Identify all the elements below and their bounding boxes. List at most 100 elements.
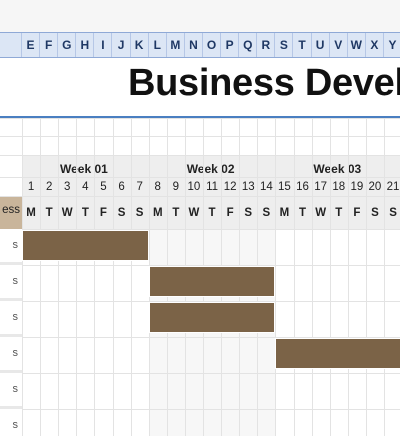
day-number: 10 <box>187 181 201 193</box>
column-letter-h[interactable]: H <box>76 33 95 57</box>
column-letter-x[interactable]: X <box>366 33 384 57</box>
day-number: 18 <box>332 181 346 193</box>
day-number: 13 <box>241 181 255 193</box>
day-letter: F <box>99 207 107 219</box>
grid-line <box>22 118 23 436</box>
week-band <box>22 155 149 229</box>
day-letter: M <box>152 207 163 219</box>
task-row-label-text: s <box>12 239 19 251</box>
sheet-title: Business Develo <box>128 62 400 104</box>
column-letter-w[interactable]: W <box>348 33 366 57</box>
title-underline <box>0 116 400 118</box>
day-letter: T <box>335 207 343 219</box>
day-number: 14 <box>259 181 273 193</box>
grid-line <box>0 409 400 410</box>
day-letter: T <box>172 207 180 219</box>
day-number: 12 <box>223 181 237 193</box>
grid-line <box>329 118 331 436</box>
day-letter: W <box>61 207 73 219</box>
grid-line <box>112 118 114 436</box>
task-row-label[interactable]: s <box>0 229 22 265</box>
task-row-label[interactable]: s <box>0 373 22 409</box>
day-number: 2 <box>45 181 53 193</box>
column-letter-s[interactable]: S <box>275 33 294 57</box>
task-row-label[interactable]: s <box>0 265 22 301</box>
column-letter-e[interactable]: E <box>22 33 41 57</box>
column-letter-k[interactable]: K <box>131 33 149 57</box>
column-letter-v[interactable]: V <box>330 33 348 57</box>
day-number: 7 <box>136 181 143 193</box>
day-number: 16 <box>296 181 309 193</box>
day-letter: F <box>226 207 234 219</box>
day-letter: S <box>135 207 144 219</box>
week-label: Week 03 <box>313 162 362 176</box>
grid-line <box>0 136 400 137</box>
grid-line <box>365 118 367 436</box>
day-number: 17 <box>314 181 328 193</box>
week-label: Week 01 <box>60 162 108 176</box>
day-number: 8 <box>154 181 161 193</box>
grid-line <box>0 118 400 119</box>
grid-line <box>0 337 400 338</box>
day-number: 19 <box>350 181 364 193</box>
column-letter-m[interactable]: M <box>167 33 185 57</box>
row-separator <box>0 406 22 409</box>
gantt-grid: ess Week 01 Week 02 Week 03 1 2 3 4 5 6 7 8 9 10 11 12… <box>0 118 400 436</box>
grid-line <box>0 373 400 374</box>
day-letter: W <box>315 207 327 219</box>
grid-line <box>347 118 349 436</box>
day-number: 9 <box>172 181 180 193</box>
column-letter-partial[interactable] <box>0 33 22 57</box>
task-bar[interactable] <box>148 302 276 333</box>
day-number: 1 <box>27 181 35 193</box>
task-row-label-text: s <box>12 347 19 359</box>
day-number: 20 <box>368 181 382 193</box>
day-letter: F <box>353 207 361 219</box>
column-letter-n[interactable]: N <box>185 33 203 57</box>
row-separator <box>0 298 22 301</box>
day-number: 5 <box>100 181 107 193</box>
grid-line <box>311 118 313 436</box>
row-separator <box>0 334 22 337</box>
grid-line <box>0 155 400 156</box>
task-row-label[interactable]: s <box>0 409 22 436</box>
task-row-label-text: s <box>12 311 19 323</box>
task-row-label-text: s <box>12 275 19 287</box>
column-letter-l[interactable]: L <box>149 33 167 57</box>
day-letter: T <box>299 207 307 219</box>
column-letter-g[interactable]: G <box>58 33 77 57</box>
progress-header: ess <box>0 196 22 229</box>
task-row-label[interactable]: s <box>0 301 22 337</box>
column-letter-u[interactable]: U <box>312 33 330 57</box>
column-letter-p[interactable]: P <box>221 33 240 57</box>
grid-line <box>76 118 78 436</box>
day-number: 6 <box>118 181 125 193</box>
day-number: 3 <box>64 181 71 193</box>
column-letter-t[interactable]: T <box>294 33 312 57</box>
day-number: 15 <box>278 181 291 193</box>
day-letter: S <box>117 207 126 219</box>
task-bar[interactable] <box>148 266 276 297</box>
progress-header-label: ess <box>2 204 20 216</box>
column-letter-q[interactable]: Q <box>239 33 258 57</box>
grid-line <box>384 118 385 436</box>
row-separator <box>0 370 22 373</box>
week-band <box>275 155 400 229</box>
week-band <box>148 155 276 229</box>
day-letter: T <box>45 207 53 219</box>
column-letter-y[interactable]: Y <box>384 33 400 57</box>
column-letter-f[interactable]: F <box>40 33 59 57</box>
grid-line <box>0 265 400 266</box>
day-letter: T <box>208 207 216 219</box>
day-letter: S <box>389 207 397 219</box>
column-letter-j[interactable]: J <box>113 33 131 57</box>
column-letter-i[interactable]: I <box>94 33 113 57</box>
column-letter-r[interactable]: R <box>257 33 276 57</box>
task-bar[interactable] <box>275 338 400 369</box>
task-row-label[interactable]: s <box>0 337 22 373</box>
column-letter-o[interactable]: O <box>203 33 222 57</box>
day-letter: M <box>279 207 290 219</box>
task-bar[interactable] <box>22 230 149 261</box>
day-number: 21 <box>386 181 400 193</box>
